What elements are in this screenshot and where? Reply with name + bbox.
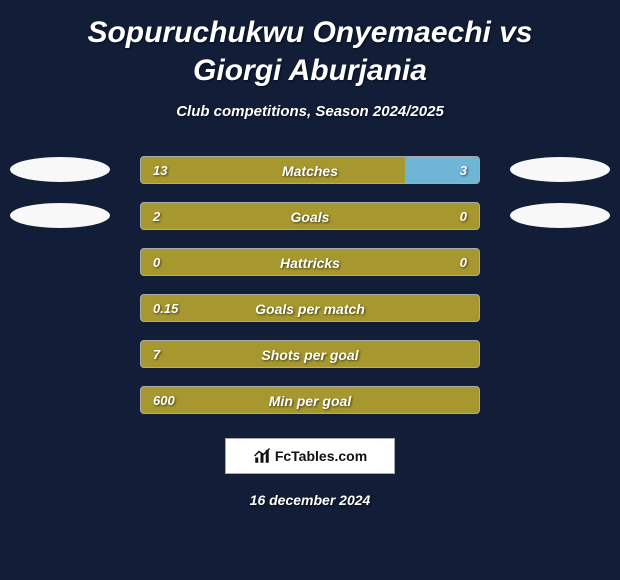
stat-bar: 13Matches3 bbox=[140, 156, 480, 184]
brand-text: FcTables.com bbox=[275, 448, 367, 464]
stat-bar: 0Hattricks0 bbox=[140, 248, 480, 276]
value-right: 3 bbox=[460, 157, 467, 184]
page-subtitle: Club competitions, Season 2024/2025 bbox=[0, 103, 620, 120]
footer-date: 16 december 2024 bbox=[0, 492, 620, 508]
metric-label: Shots per goal bbox=[141, 341, 479, 368]
chart-icon bbox=[253, 447, 271, 465]
comparison-row: 0Hattricks0 bbox=[0, 248, 620, 276]
flag-left bbox=[10, 203, 110, 228]
value-right: 0 bbox=[460, 249, 467, 276]
stat-bar: 2Goals0 bbox=[140, 202, 480, 230]
metric-label: Goals per match bbox=[141, 295, 479, 322]
flag-left bbox=[10, 157, 110, 182]
stat-bar: 0.15Goals per match bbox=[140, 294, 480, 322]
metric-label: Min per goal bbox=[141, 387, 479, 414]
comparison-row: 600Min per goal bbox=[0, 386, 620, 414]
flag-right bbox=[510, 157, 610, 182]
comparison-rows: 13Matches32Goals00Hattricks00.15Goals pe… bbox=[0, 156, 620, 414]
comparison-row: 2Goals0 bbox=[0, 202, 620, 230]
stat-bar: 600Min per goal bbox=[140, 386, 480, 414]
metric-label: Matches bbox=[141, 157, 479, 184]
comparison-row: 13Matches3 bbox=[0, 156, 620, 184]
metric-label: Goals bbox=[141, 203, 479, 230]
value-right: 0 bbox=[460, 203, 467, 230]
comparison-row: 0.15Goals per match bbox=[0, 294, 620, 322]
flag-right bbox=[510, 203, 610, 228]
comparison-row: 7Shots per goal bbox=[0, 340, 620, 368]
brand-badge: FcTables.com bbox=[225, 438, 395, 474]
page-title: Sopuruchukwu Onyemaechi vs Giorgi Aburja… bbox=[0, 0, 620, 95]
metric-label: Hattricks bbox=[141, 249, 479, 276]
stat-bar: 7Shots per goal bbox=[140, 340, 480, 368]
